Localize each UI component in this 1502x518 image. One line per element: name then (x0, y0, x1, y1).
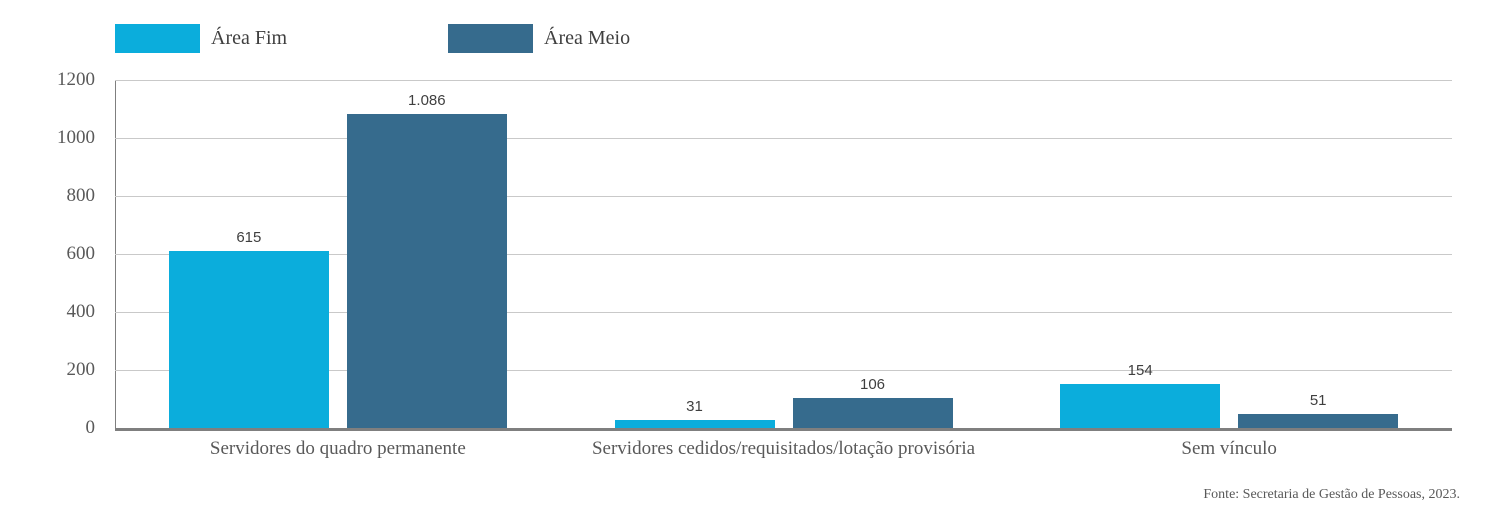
category-label-0: Servidores do quadro permanente (209, 438, 466, 459)
bar-value-label-area-fim-category-0: 615 (236, 229, 262, 246)
bar-area-fim-category-2 (1060, 384, 1221, 429)
gridline-1200 (115, 80, 1452, 81)
legend-item-area-fim: Área Fim (115, 24, 287, 53)
gridline-800 (115, 196, 1452, 197)
gridline-200 (115, 370, 1452, 371)
category-label-2: Sem vínculo (1181, 438, 1277, 459)
y-tick-label-1000: 1000 (57, 127, 95, 148)
bar-area-meio-category-2 (1238, 414, 1399, 429)
bar-value-label-area-fim-category-1: 31 (686, 398, 703, 415)
y-tick-label-1200: 1200 (57, 69, 95, 90)
plot-area: 615 31 154 1.086 106 51 (115, 80, 1452, 431)
y-tick-label-800: 800 (66, 185, 96, 206)
legend-label-area-meio: Área Meio (544, 27, 631, 49)
bar-area-fim-category-1 (614, 420, 775, 429)
y-tick-label-600: 600 (66, 243, 96, 264)
x-axis-line (115, 428, 1452, 431)
source-note: Fonte: Secretaria de Gestão de Pessoas, … (1203, 487, 1460, 502)
gridline-1000 (115, 138, 1452, 139)
legend-item-area-meio: Área Meio (448, 24, 630, 53)
category-label-1: Servidores cedidos/requisitados/lotação … (591, 438, 976, 459)
y-axis-tick-labels: 0 200 400 600 800 1000 1200 (0, 0, 95, 518)
y-tick-label-400: 400 (66, 301, 96, 322)
bar-area-meio-category-0 (346, 114, 507, 429)
gridline-600 (115, 254, 1452, 255)
legend-swatch-area-meio (448, 24, 533, 53)
bar-value-label-area-meio-category-0: 1.086 (408, 92, 446, 109)
y-axis-line (115, 81, 116, 429)
bar-area-meio-category-1 (792, 398, 953, 429)
bar-value-label-area-meio-category-2: 51 (1309, 392, 1327, 409)
y-tick-label-0: 0 (85, 417, 96, 438)
legend-label-area-fim: Área Fim (211, 27, 288, 49)
gridline-400 (115, 312, 1452, 313)
bar-value-label-area-meio-category-1: 106 (859, 376, 886, 393)
bar-area-fim-category-0 (168, 251, 329, 429)
legend-swatch-area-fim (115, 24, 200, 53)
bar-value-label-area-fim-category-2: 154 (1127, 362, 1153, 379)
y-tick-label-200: 200 (66, 359, 96, 380)
